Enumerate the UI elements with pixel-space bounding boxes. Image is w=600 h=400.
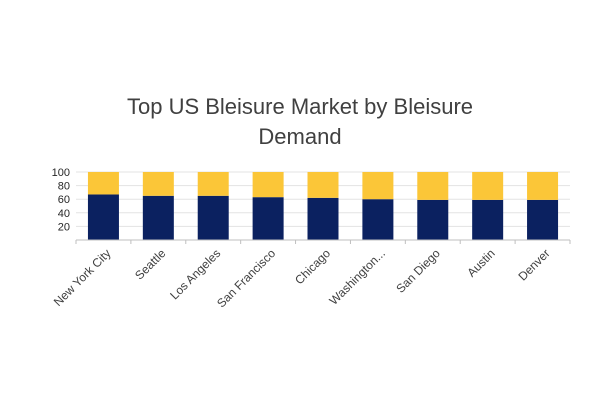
bar-segment-lower xyxy=(197,195,229,240)
x-tick-label: Los Angeles xyxy=(167,246,223,302)
bar-segment-upper xyxy=(252,172,284,198)
bar-segment-upper xyxy=(417,172,449,200)
bar-segment-lower xyxy=(142,195,174,240)
bar-segment-upper xyxy=(197,172,229,196)
bar-segment-lower xyxy=(527,199,559,240)
x-tick-label: Chicago xyxy=(292,246,333,287)
bar-segment-lower xyxy=(472,199,504,240)
y-tick-label: 60 xyxy=(58,194,70,206)
bar-segment-upper xyxy=(87,172,119,195)
chart-title: Top US Bleisure Market by Bleisure Deman… xyxy=(126,94,474,149)
x-tick-label: Washington... xyxy=(327,246,388,307)
x-tick-label: San Diego xyxy=(393,246,443,296)
bar-segment-upper xyxy=(362,172,394,200)
bar-segment-lower xyxy=(252,197,284,240)
x-tick-label: San Francisco xyxy=(214,246,278,310)
bar-segment-lower xyxy=(417,199,449,240)
x-tick-label: New York City xyxy=(51,246,114,309)
y-tick-label: 20 xyxy=(58,221,70,233)
y-tick-label: 80 xyxy=(58,181,70,193)
x-tick-label: Denver xyxy=(515,246,552,283)
bar-segment-lower xyxy=(307,197,339,240)
y-tick-label: 40 xyxy=(58,208,70,220)
x-tick-label: Seattle xyxy=(132,246,169,283)
bar-segment-upper xyxy=(527,172,559,200)
bar-segment-upper xyxy=(307,172,339,198)
y-tick-label: 100 xyxy=(52,167,70,179)
bar-segment-upper xyxy=(472,172,504,200)
bar-segment-lower xyxy=(362,199,394,240)
bar-segment-lower xyxy=(87,194,119,240)
bar-segment-upper xyxy=(142,172,174,196)
x-tick-label: Austin xyxy=(464,246,497,279)
